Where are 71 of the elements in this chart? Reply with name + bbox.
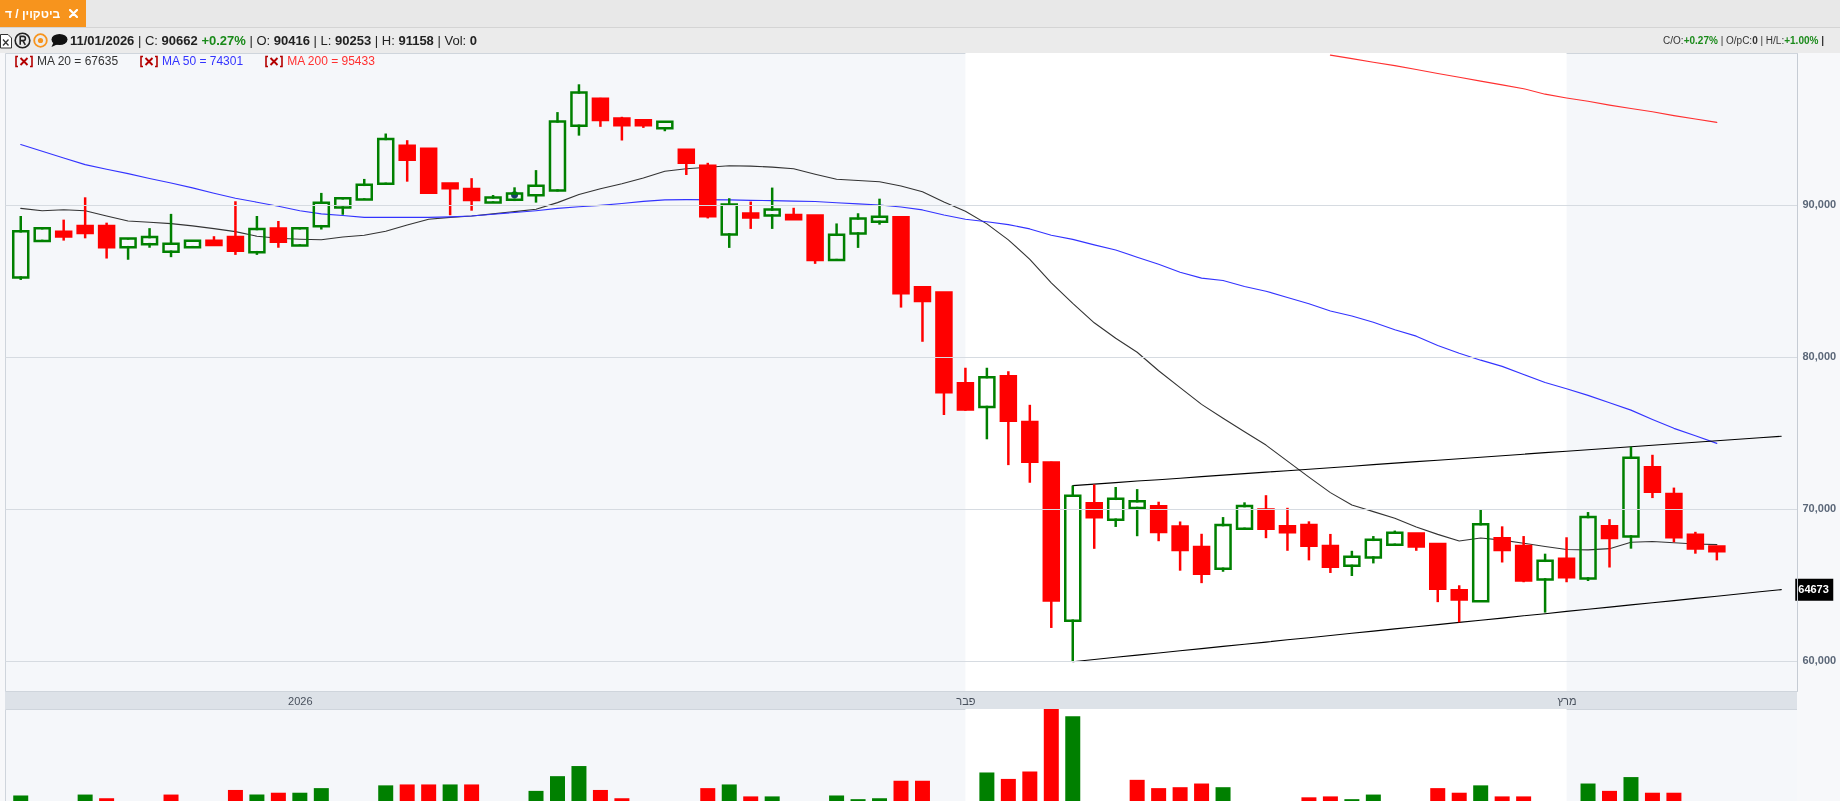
bar bbox=[872, 798, 888, 801]
y-tick-label: 60,000 bbox=[1802, 654, 1837, 667]
bar bbox=[1322, 796, 1338, 801]
bar bbox=[227, 789, 243, 801]
bar bbox=[1000, 778, 1016, 801]
bar bbox=[399, 784, 415, 801]
bar bbox=[249, 794, 265, 801]
bar bbox=[1494, 796, 1510, 801]
bar bbox=[1580, 783, 1596, 801]
bar bbox=[1129, 779, 1145, 801]
bar bbox=[163, 794, 179, 801]
line-series bbox=[1329, 54, 1718, 123]
x-tick-label: מרץ bbox=[1557, 694, 1577, 707]
bar bbox=[1451, 792, 1467, 801]
y-tick-label: 70,000 bbox=[1802, 502, 1837, 515]
bar bbox=[914, 780, 930, 801]
text: MA 200 = 95433 bbox=[287, 54, 375, 68]
bar bbox=[614, 798, 630, 801]
bar bbox=[292, 792, 308, 801]
bar bbox=[1194, 783, 1210, 801]
y-tick-label: 90,000 bbox=[1802, 198, 1837, 211]
candlestick bbox=[1278, 506, 1297, 553]
bar bbox=[700, 788, 716, 801]
bar bbox=[270, 792, 286, 801]
line-series bbox=[1072, 435, 1782, 487]
bar bbox=[13, 795, 29, 801]
bar bbox=[1151, 788, 1167, 801]
candlestick bbox=[462, 176, 481, 212]
bar bbox=[77, 794, 93, 801]
bar bbox=[1516, 796, 1532, 801]
candlestick bbox=[1085, 483, 1103, 551]
bar bbox=[1215, 787, 1231, 801]
bar bbox=[464, 784, 480, 801]
bar bbox=[549, 776, 565, 801]
bar bbox=[1623, 777, 1639, 801]
bar bbox=[1365, 794, 1381, 801]
line-series bbox=[20, 144, 1718, 444]
bar bbox=[1043, 709, 1059, 801]
bar bbox=[421, 784, 437, 801]
bar bbox=[1430, 788, 1446, 801]
bar bbox=[1473, 785, 1489, 801]
bar bbox=[99, 798, 115, 801]
chart-title: ביטקוין / ד bbox=[5, 6, 61, 21]
bar bbox=[893, 780, 909, 801]
x-tick-label: פבר bbox=[956, 694, 976, 707]
text: MA 50 = 74301 bbox=[162, 54, 244, 68]
bar bbox=[764, 796, 780, 801]
bar bbox=[592, 789, 608, 801]
text: C/O:+0.27% | O/pC:0 | H/L:+1.00% | bbox=[1663, 35, 1824, 46]
candlestick bbox=[1021, 403, 1039, 484]
bar bbox=[378, 785, 394, 801]
bar bbox=[1301, 797, 1317, 801]
bar bbox=[721, 784, 737, 801]
bar bbox=[1065, 716, 1081, 801]
bar bbox=[313, 788, 329, 801]
data-label: 64673 bbox=[1798, 582, 1829, 595]
bar bbox=[1172, 787, 1188, 801]
text: MA 20 = 67635 bbox=[37, 54, 119, 68]
bar bbox=[528, 790, 544, 801]
bar bbox=[829, 795, 845, 801]
bar bbox=[1666, 792, 1682, 801]
y-tick-label: 80,000 bbox=[1802, 350, 1837, 363]
bar bbox=[979, 772, 995, 801]
bar bbox=[1022, 771, 1038, 801]
bar bbox=[743, 796, 759, 801]
text: 11/01/2026 | C: 90662 +0.27% | O: 90416 | L: 90253 | H: 91158 | Vol: 0 bbox=[70, 33, 478, 48]
bar bbox=[571, 766, 587, 801]
bar bbox=[1602, 790, 1618, 801]
x-tick-label: 2026 bbox=[288, 694, 313, 707]
bar bbox=[1644, 792, 1660, 801]
bar bbox=[442, 784, 458, 801]
